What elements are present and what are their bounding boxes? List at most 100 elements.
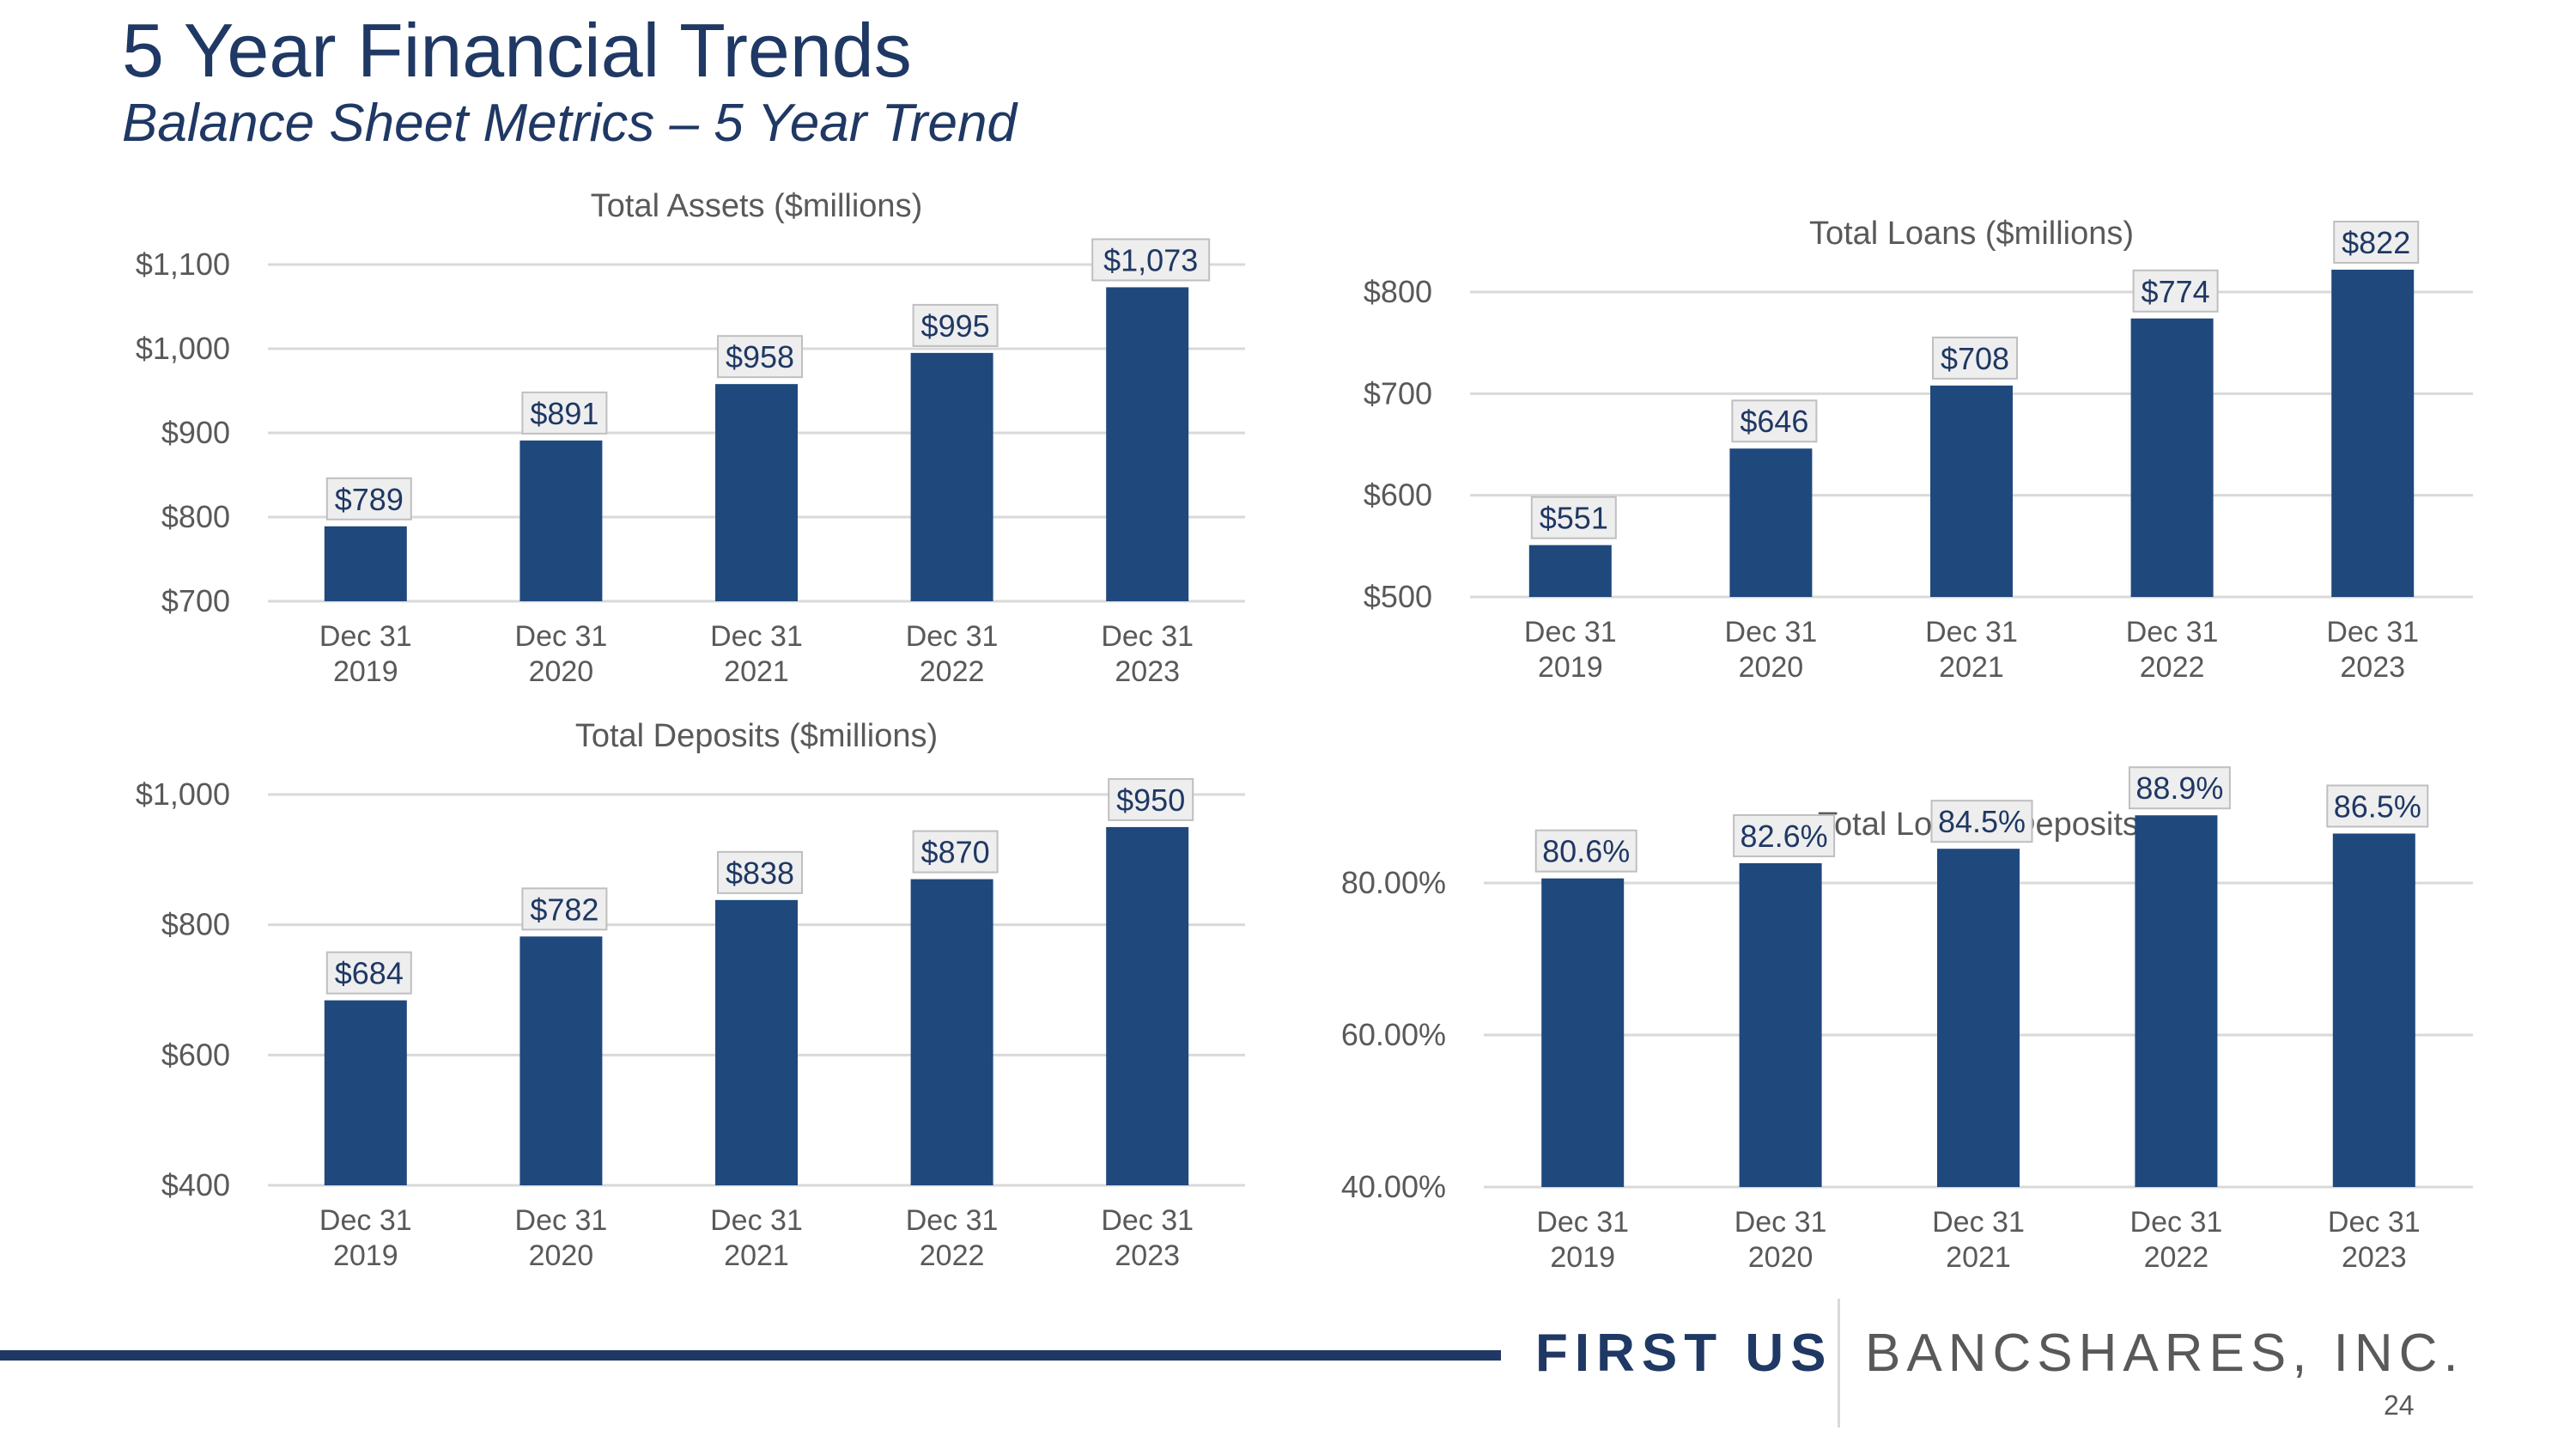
- data-label: 84.5%: [1938, 804, 2026, 839]
- loans-to-deposits-chart: Total Loans / Deposits40.00%60.00%80.00%…: [1341, 766, 2473, 1274]
- data-label-box: [717, 850, 803, 894]
- y-tick-label: $800: [161, 499, 230, 534]
- data-label-box: [1733, 813, 1836, 857]
- y-tick-label: $700: [1364, 375, 1432, 411]
- x-tick-label: Dec 31: [2130, 1206, 2223, 1239]
- data-label: $822: [2342, 225, 2410, 260]
- bar: [1541, 878, 1625, 1187]
- data-label: $838: [726, 855, 794, 891]
- x-tick-year: 2019: [333, 1239, 398, 1272]
- bar: [2331, 269, 2415, 597]
- x-tick-year: 2022: [920, 1239, 985, 1272]
- data-label-box: [521, 391, 608, 435]
- x-tick-label: Dec 31: [1925, 616, 2018, 648]
- bar: [2130, 318, 2214, 597]
- data-label: $551: [1540, 501, 1608, 536]
- x-tick-year: 2020: [529, 1239, 594, 1272]
- bar: [1739, 862, 1822, 1187]
- data-label-box: [325, 477, 412, 521]
- logo-divider: [1838, 1299, 1840, 1428]
- data-label-box: [1930, 800, 2033, 843]
- data-label: $684: [335, 956, 404, 991]
- bar: [715, 899, 798, 1185]
- y-tick-label: $600: [1364, 478, 1432, 513]
- chart-title: Total Loans ($millions): [1809, 216, 2134, 252]
- x-tick-year: 2023: [1115, 1239, 1180, 1272]
- x-tick-year: 2021: [724, 1239, 789, 1272]
- data-label: $789: [335, 482, 404, 517]
- bar: [1930, 385, 2013, 597]
- bar: [1106, 287, 1189, 601]
- y-tick-label: $400: [161, 1167, 230, 1202]
- page-title: 5 Year Financial Trends: [122, 8, 912, 93]
- data-label-box: [2128, 766, 2231, 810]
- x-tick-label: Dec 31: [710, 620, 803, 653]
- x-tick-label: Dec 31: [515, 620, 608, 653]
- x-tick-label: Dec 31: [2326, 616, 2419, 648]
- y-tick-label: $800: [1364, 274, 1432, 309]
- x-tick-year: 2020: [1748, 1241, 1814, 1274]
- data-label: $891: [530, 396, 598, 431]
- bar: [1937, 849, 2020, 1187]
- x-tick-label: Dec 31: [319, 1204, 412, 1237]
- x-tick-year: 2022: [2144, 1241, 2209, 1274]
- data-label-box: [912, 303, 999, 347]
- data-label: $870: [921, 835, 990, 870]
- x-tick-label: Dec 31: [710, 1204, 803, 1237]
- data-label: 80.6%: [1542, 834, 1630, 869]
- x-tick-year: 2023: [2342, 1241, 2407, 1274]
- x-tick-label: Dec 31: [2126, 616, 2219, 648]
- x-tick-year: 2020: [529, 655, 594, 688]
- y-tick-label: $600: [161, 1037, 230, 1072]
- bar: [910, 879, 993, 1185]
- x-tick-year: 2022: [920, 655, 985, 688]
- data-label: $774: [2142, 274, 2210, 309]
- y-tick-label: 80.00%: [1341, 865, 1446, 900]
- bar: [1729, 448, 1813, 597]
- bar: [1528, 545, 1612, 597]
- bar: [519, 440, 603, 601]
- total-assets-chart: Total Assets ($millions) $700 $800 $900 $1,0…: [136, 188, 1245, 688]
- x-tick-label: Dec 31: [1725, 616, 1818, 648]
- logo-bancshares: BANCSHARES, INC.: [1865, 1324, 2464, 1383]
- x-tick-year: 2021: [1946, 1241, 2011, 1274]
- x-tick-year: 2019: [1538, 651, 1603, 684]
- x-tick-label: Dec 31: [2328, 1206, 2421, 1239]
- logo-first-us: FIRST US: [1535, 1324, 1833, 1383]
- x-tick-year: 2022: [2140, 651, 2205, 684]
- y-tick-label: $500: [1364, 579, 1432, 614]
- x-tick-year: 2021: [1939, 651, 2004, 684]
- y-tick-label: $800: [161, 907, 230, 942]
- y-tick-label: $1,000: [136, 776, 230, 812]
- data-label-box: [1534, 829, 1637, 873]
- page-number: 24: [2384, 1390, 2415, 1421]
- data-label: $950: [1116, 782, 1185, 818]
- x-tick-label: Dec 31: [1536, 1206, 1629, 1239]
- page-subtitle: Balance Sheet Metrics – 5 Year Trend: [122, 94, 1017, 153]
- x-tick-year: 2023: [2340, 651, 2405, 684]
- chart-title: Total Assets ($millions): [591, 188, 922, 224]
- data-label-box: [1530, 496, 1617, 539]
- total-deposits-chart: Total Deposits ($millions) $400 $600 $800 $1…: [136, 718, 1245, 1272]
- x-tick-year: 2023: [1115, 655, 1180, 688]
- chart-title: Total Deposits ($millions): [575, 718, 938, 754]
- bar: [715, 384, 798, 601]
- data-label-box: [325, 951, 412, 995]
- data-label-box: [912, 830, 999, 874]
- bar: [1106, 826, 1189, 1185]
- data-label: $958: [726, 339, 794, 374]
- x-tick-year: 2020: [1739, 651, 1804, 684]
- bar: [324, 1000, 407, 1185]
- x-tick-label: Dec 31: [1524, 616, 1617, 648]
- x-tick-year: 2019: [333, 655, 398, 688]
- data-label: $782: [530, 892, 598, 927]
- x-tick-label: Dec 31: [1735, 1206, 1827, 1239]
- data-label: 86.5%: [2334, 788, 2421, 824]
- data-label-box: [1731, 399, 1818, 443]
- data-label: 88.9%: [2136, 770, 2223, 806]
- y-tick-label: 40.00%: [1341, 1169, 1446, 1204]
- x-tick-label: Dec 31: [906, 620, 999, 653]
- bar: [910, 352, 993, 601]
- total-loans-chart: Total Loans ($millions) $500 $600 $700 $800 $…: [1364, 216, 2473, 684]
- data-label: $708: [1941, 341, 2009, 376]
